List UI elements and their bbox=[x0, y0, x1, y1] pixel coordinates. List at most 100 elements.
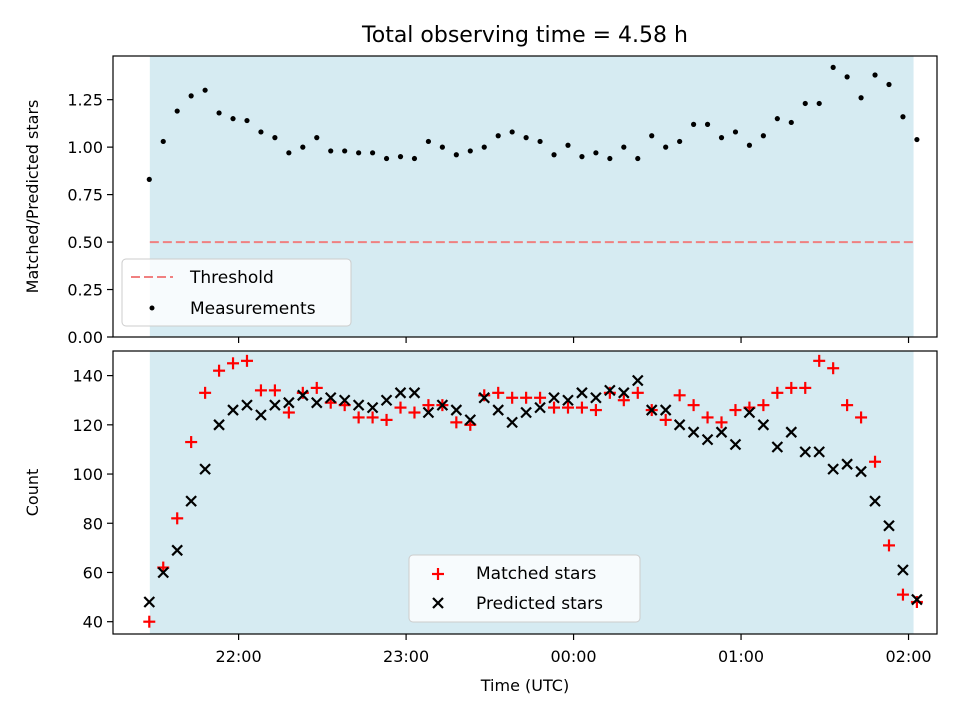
y-tick-label: 0.75 bbox=[67, 186, 103, 205]
matched-star-point bbox=[659, 413, 672, 426]
measurement-point bbox=[258, 129, 264, 135]
predicted-star-point bbox=[757, 419, 770, 431]
matched-star-point bbox=[520, 391, 533, 404]
predicted-star-point bbox=[241, 399, 253, 411]
matched-star-point bbox=[841, 399, 854, 412]
measurement-point bbox=[872, 72, 878, 78]
measurement-point bbox=[383, 155, 390, 162]
predicted-star-point bbox=[450, 404, 463, 416]
matched-star-point bbox=[185, 436, 198, 449]
predicted-star-point bbox=[394, 387, 407, 399]
matched-star-point bbox=[701, 411, 714, 424]
predicted-star-point bbox=[310, 396, 323, 409]
predicted-star-point bbox=[185, 495, 197, 507]
x-tick-label: 22:00 bbox=[216, 647, 262, 666]
matched-star-point bbox=[380, 413, 393, 426]
y-tick-label: 0.25 bbox=[67, 281, 103, 300]
measurement-point bbox=[746, 142, 753, 148]
predicted-star-point bbox=[422, 406, 435, 419]
measurement-point bbox=[314, 135, 320, 141]
predicted-star-point bbox=[213, 419, 225, 431]
matched-star-point bbox=[227, 357, 240, 370]
predicted-star-point bbox=[645, 404, 658, 416]
measurement-point bbox=[286, 150, 292, 156]
matched-star-point bbox=[352, 411, 365, 424]
predicted-star-point bbox=[841, 458, 853, 470]
matched-star-point bbox=[827, 362, 840, 375]
matched-star-point bbox=[394, 401, 407, 414]
predicted-star-point bbox=[478, 391, 491, 404]
predicted-star-point bbox=[618, 387, 630, 399]
count-legend-box bbox=[408, 554, 641, 623]
measurement-point bbox=[621, 144, 627, 150]
matched-star-point bbox=[366, 411, 379, 424]
predicted-star-point bbox=[576, 387, 588, 399]
predicted-star-point bbox=[562, 394, 574, 406]
measurement-point bbox=[481, 144, 487, 150]
matched-star-point bbox=[882, 539, 895, 552]
measurement-point bbox=[732, 129, 739, 135]
matched-star-point bbox=[715, 416, 728, 429]
predicted-star-point bbox=[171, 544, 183, 557]
x-tick-label: 00:00 bbox=[551, 647, 597, 666]
y-tick-label: 60 bbox=[83, 563, 103, 582]
matched-star-point bbox=[422, 399, 435, 412]
measurement-point bbox=[300, 144, 306, 150]
x-tick-label: 02:00 bbox=[885, 647, 931, 666]
predicted-star-point bbox=[631, 374, 644, 387]
count-panel: 40 60 80 100 120 140 22:00 23:00 00:00 01:00 02:0… bbox=[23, 350, 938, 695]
predicted-star-point bbox=[548, 391, 560, 404]
ratio-legend: Threshold Measurements bbox=[121, 258, 352, 327]
matched-star-point bbox=[143, 615, 156, 628]
predicted-star-point bbox=[701, 433, 714, 446]
count-x-axis-ticks: 22:00 23:00 00:00 01:00 02:00 bbox=[216, 634, 932, 666]
predicted-star-point bbox=[352, 399, 365, 411]
predicted-star-point bbox=[855, 465, 867, 478]
predicted-star-point bbox=[283, 396, 295, 409]
legend-measurements-swatch bbox=[149, 305, 155, 311]
measurement-point bbox=[690, 121, 697, 127]
matched-star-point bbox=[450, 416, 463, 429]
y-tick-label: 140 bbox=[72, 367, 103, 386]
legend-predicted-label: Predicted stars bbox=[476, 594, 603, 614]
measurement-point bbox=[663, 144, 669, 150]
predicted-star-point bbox=[785, 426, 798, 438]
predicted-star-point bbox=[534, 401, 546, 414]
measurement-point bbox=[411, 155, 418, 162]
y-tick-label: 80 bbox=[83, 514, 103, 533]
matched-star-point bbox=[213, 364, 226, 377]
measurement-point bbox=[774, 116, 780, 122]
measurement-point bbox=[677, 138, 683, 145]
measurement-point bbox=[788, 119, 794, 126]
measurement-point bbox=[802, 100, 808, 107]
predicted-star-point bbox=[380, 394, 393, 406]
measurement-point bbox=[342, 148, 348, 154]
predicted-star-point bbox=[157, 566, 170, 579]
measurement-point bbox=[369, 150, 376, 156]
y-tick-label: 40 bbox=[83, 613, 103, 632]
y-tick-label: 0.50 bbox=[67, 233, 103, 252]
predicted-star-point bbox=[869, 495, 881, 507]
matched-star-point bbox=[268, 384, 281, 397]
measurement-point bbox=[509, 129, 515, 135]
measurement-points bbox=[146, 64, 920, 183]
y-tick-label: 1.25 bbox=[67, 91, 103, 110]
measurement-point bbox=[439, 144, 445, 150]
matched-star-point bbox=[254, 384, 267, 397]
matched-star-point bbox=[199, 386, 212, 399]
legend-matched-label: Matched stars bbox=[476, 564, 596, 584]
matched-star-point bbox=[575, 401, 588, 414]
matched-star-point bbox=[896, 588, 909, 601]
ratio-legend-box bbox=[121, 258, 352, 327]
y-tick-label: 100 bbox=[72, 465, 103, 484]
x-axis-label: Time (UTC) bbox=[480, 676, 569, 695]
measurement-point bbox=[272, 135, 278, 141]
measurement-point bbox=[649, 133, 655, 139]
matched-star-point bbox=[785, 381, 798, 394]
predicted-star-point bbox=[673, 419, 686, 431]
measurement-point bbox=[244, 117, 250, 124]
measurement-point bbox=[635, 155, 641, 162]
predicted-star-point bbox=[813, 446, 825, 458]
matched-star-point bbox=[548, 401, 561, 414]
